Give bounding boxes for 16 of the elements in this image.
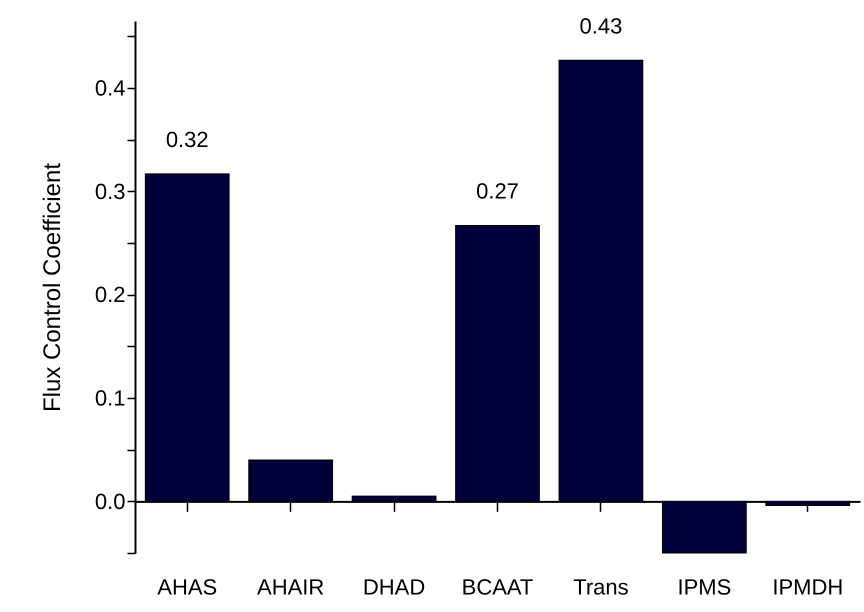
y-tick-label: 0.0 [94, 488, 126, 514]
y-tick-label: 0.4 [94, 76, 126, 101]
x-tick-label: IPMS [677, 574, 732, 600]
x-tick-label: BCAAT [462, 574, 534, 600]
y-tick-label: 0.2 [94, 282, 126, 308]
y-axis-title: Flux Control Coefficient [38, 162, 66, 412]
x-tick-label: IPMDH [772, 574, 844, 600]
x-tick-label: DHAD [362, 574, 426, 600]
data-label: 0.32 [166, 126, 209, 152]
x-tick-label: Trans [573, 574, 629, 600]
x-tick-label: AHAIR [257, 574, 324, 600]
data-label: 0.43 [580, 13, 622, 38]
y-tick-label: 0.1 [94, 386, 126, 411]
x-tick-label: AHAS [157, 574, 218, 600]
data-label: 0.27 [476, 178, 519, 204]
y-tick-label: 0.3 [94, 178, 126, 204]
